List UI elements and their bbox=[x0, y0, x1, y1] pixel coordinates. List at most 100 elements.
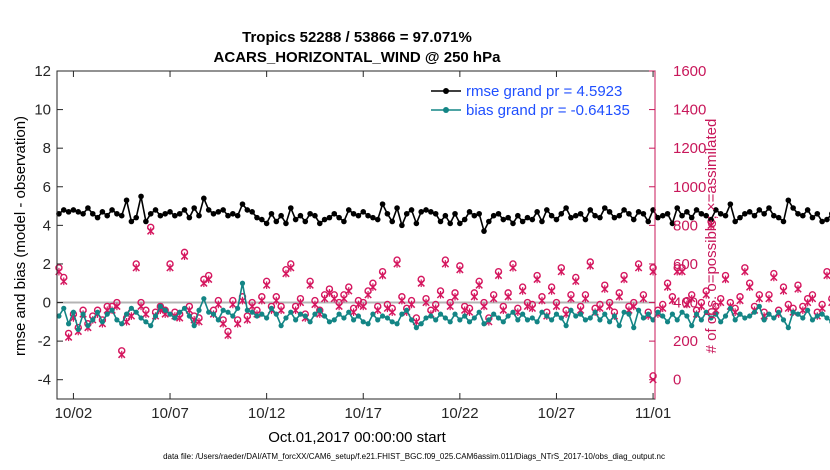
rmse-point bbox=[128, 218, 135, 225]
rmse-point bbox=[703, 212, 710, 219]
rmse-point bbox=[688, 214, 695, 221]
bias-point bbox=[713, 311, 719, 317]
legend: rmse grand pr = 4.5923 bias grand pr = -0… bbox=[422, 79, 640, 121]
rmse-point bbox=[220, 207, 226, 213]
bias-point bbox=[529, 315, 535, 321]
bias-point bbox=[524, 317, 531, 323]
rmse-point bbox=[370, 214, 376, 221]
bias-point bbox=[288, 309, 294, 315]
y-left-tick-label: 6 bbox=[43, 179, 51, 196]
bias-point bbox=[437, 311, 444, 317]
bias-point bbox=[104, 311, 110, 317]
bias-point bbox=[597, 317, 603, 323]
rmse-point bbox=[626, 210, 632, 217]
bias-point bbox=[568, 307, 574, 313]
bias-point bbox=[123, 311, 130, 317]
rmse-point bbox=[162, 210, 169, 217]
bias-point bbox=[177, 309, 183, 315]
y-axis-right-label: # of obs: o=possible; ×=assimilated bbox=[703, 119, 720, 354]
rmse-point bbox=[345, 207, 352, 213]
rmse-point bbox=[809, 214, 816, 221]
obs-assimilated-marker bbox=[741, 267, 749, 276]
bias-point bbox=[254, 313, 260, 319]
rmse-point bbox=[785, 197, 792, 204]
bias-point bbox=[640, 315, 647, 321]
x-axis-label: Oct.01,2017 00:00:00 start bbox=[268, 429, 446, 446]
rmse-point bbox=[819, 218, 825, 225]
rmse-point bbox=[558, 210, 565, 217]
obs-assimilated-marker bbox=[489, 294, 498, 303]
bias-point bbox=[408, 317, 415, 323]
bias-point bbox=[355, 313, 362, 319]
rmse-point bbox=[360, 209, 367, 215]
rmse-point bbox=[210, 210, 217, 217]
rmse-point bbox=[99, 209, 106, 215]
y-left-tick-label: 0 bbox=[43, 295, 51, 312]
bias-point bbox=[698, 317, 704, 323]
bias-point bbox=[85, 323, 91, 329]
rmse-point bbox=[476, 210, 482, 217]
obs-assimilated-marker bbox=[417, 279, 425, 288]
rmse-point bbox=[606, 209, 613, 215]
y-left-tick-label: 12 bbox=[34, 63, 51, 80]
obs-assimilated-marker bbox=[465, 308, 474, 316]
bias-point bbox=[259, 311, 265, 317]
rmse-point bbox=[548, 212, 555, 219]
bias-point bbox=[399, 311, 405, 317]
obs-assimilated-marker bbox=[697, 302, 706, 311]
rmse-point bbox=[316, 220, 323, 227]
rmse-point bbox=[307, 210, 313, 217]
obs-assimilated-marker bbox=[755, 294, 764, 303]
rmse-point bbox=[312, 212, 318, 219]
obs-assimilated-marker bbox=[388, 308, 396, 316]
bias-point bbox=[611, 313, 618, 319]
obs-assimilated-marker bbox=[779, 287, 788, 295]
rmse-point bbox=[80, 210, 86, 217]
x-tick-label: 10/17 bbox=[344, 405, 382, 422]
rmse-point bbox=[428, 209, 434, 215]
rmse-point bbox=[399, 222, 405, 229]
rmse-point bbox=[766, 205, 772, 211]
obs-assimilated-marker bbox=[480, 302, 488, 311]
bias-point bbox=[249, 309, 255, 315]
bias-point bbox=[379, 313, 386, 319]
obs-assimilated-marker bbox=[359, 302, 367, 311]
rmse-point bbox=[771, 212, 777, 219]
obs-assimilated-marker bbox=[499, 306, 508, 315]
rmse-point bbox=[452, 210, 458, 217]
rmse-point bbox=[89, 210, 96, 217]
obs-assimilated-marker bbox=[456, 265, 464, 274]
rmse-point bbox=[384, 210, 391, 217]
bias-point bbox=[766, 311, 772, 317]
rmse-point bbox=[176, 210, 183, 217]
bias-point bbox=[350, 317, 357, 323]
rmse-point bbox=[751, 212, 758, 219]
bias-point bbox=[225, 309, 231, 315]
rmse-point bbox=[795, 210, 801, 217]
bias-point bbox=[452, 311, 458, 317]
bias-point bbox=[790, 309, 796, 315]
rmse-point bbox=[374, 216, 381, 223]
rmse-point bbox=[539, 218, 545, 225]
bias-point bbox=[389, 319, 395, 325]
bias-point bbox=[235, 305, 241, 311]
rmse-point bbox=[780, 218, 787, 225]
obs-assimilated-marker bbox=[335, 302, 343, 311]
bias-point bbox=[660, 313, 666, 319]
rmse-point bbox=[824, 216, 830, 223]
rmse-point bbox=[529, 216, 536, 223]
rmse-point bbox=[587, 207, 594, 213]
obs-assimilated-marker bbox=[567, 294, 575, 303]
rmse-point bbox=[205, 207, 212, 213]
legend-marker bbox=[443, 88, 449, 94]
rmse-point bbox=[225, 212, 231, 219]
rmse-point bbox=[75, 209, 82, 215]
bias-point bbox=[326, 319, 333, 325]
rmse-point bbox=[582, 216, 589, 223]
bias-point bbox=[138, 315, 144, 321]
x-tick-label: 10/27 bbox=[538, 405, 576, 422]
bias-point bbox=[587, 315, 593, 321]
rmse-point bbox=[510, 220, 516, 227]
obs-assimilated-marker bbox=[262, 281, 271, 289]
bias-point bbox=[631, 325, 637, 331]
